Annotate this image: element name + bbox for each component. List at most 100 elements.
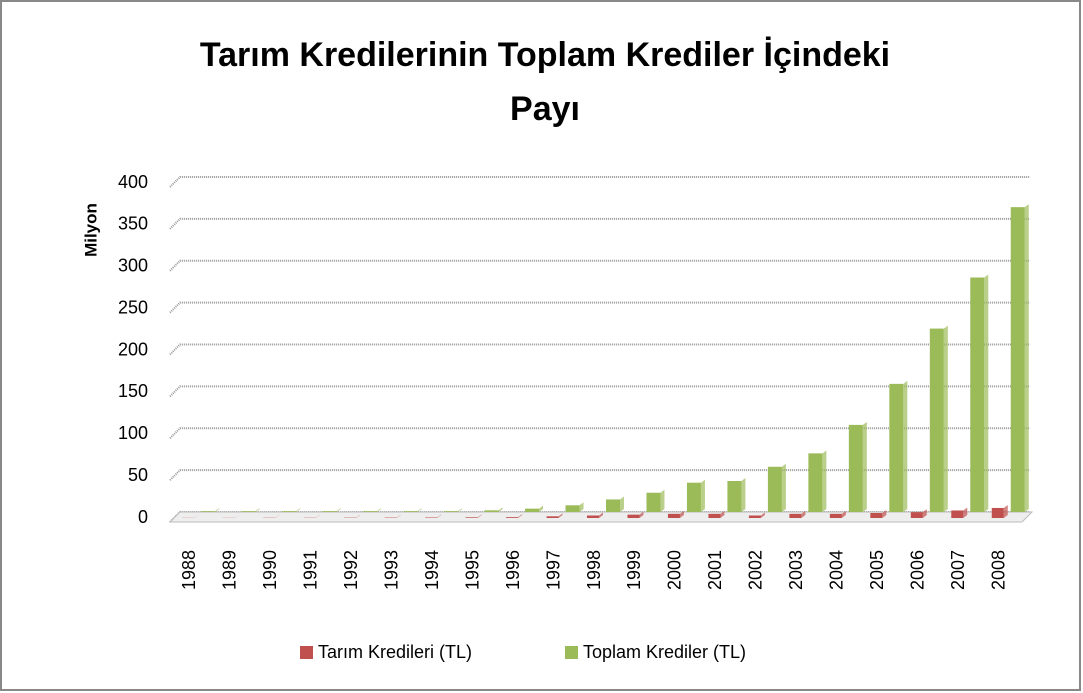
x-tick-label: 1991 — [300, 550, 320, 590]
bar — [991, 507, 1004, 518]
x-tick-label: 1994 — [422, 550, 442, 590]
bar-side — [822, 450, 827, 512]
bar-side — [498, 507, 503, 512]
x-tick-label: 1989 — [219, 550, 239, 590]
x-tick-label: 1993 — [381, 550, 401, 590]
bar — [565, 505, 580, 512]
bar-side — [620, 496, 624, 512]
bar — [889, 383, 904, 512]
bar — [767, 466, 782, 512]
bar-side — [377, 508, 382, 512]
bar-side — [679, 510, 684, 518]
bar-side — [801, 510, 806, 518]
x-tick-label: 2007 — [948, 550, 968, 590]
bar-side — [518, 514, 523, 518]
bar — [686, 482, 701, 512]
bar-side — [943, 325, 948, 512]
grid-line — [169, 385, 1030, 398]
bar — [727, 481, 742, 512]
bar-side — [396, 514, 401, 518]
bar-side — [862, 421, 867, 512]
bar-side — [700, 479, 705, 512]
bar — [606, 499, 620, 512]
y-tick-label: 350 — [118, 214, 148, 234]
bar-side — [539, 505, 544, 512]
bar — [646, 492, 661, 512]
bar-side — [1024, 204, 1029, 512]
bar-side — [599, 512, 603, 518]
bar — [587, 515, 599, 518]
bar — [425, 517, 438, 518]
x-tick-label: 1992 — [341, 550, 361, 590]
bar — [525, 508, 540, 512]
bar — [201, 511, 216, 512]
bar — [910, 512, 923, 518]
grid-line — [169, 343, 1030, 356]
bar — [848, 424, 863, 512]
x-tick-label: 1998 — [584, 550, 604, 590]
bar — [546, 516, 559, 518]
floor — [168, 511, 1034, 523]
bar — [951, 510, 964, 518]
bar — [708, 513, 721, 518]
x-tick-label: 1996 — [503, 550, 523, 590]
grid-line — [169, 427, 1030, 439]
bar-side — [437, 514, 442, 518]
bar-side — [356, 514, 361, 518]
bar — [929, 328, 944, 512]
bar-side — [984, 274, 989, 512]
bar — [363, 511, 378, 512]
bar-side — [558, 513, 563, 518]
bar — [506, 517, 519, 518]
bar-side — [215, 508, 220, 512]
x-tick-label: 2001 — [705, 550, 725, 590]
bar-side — [336, 508, 341, 512]
legend-swatch — [565, 646, 578, 659]
y-tick-label: 150 — [118, 381, 148, 401]
bar — [970, 277, 985, 512]
grid-line — [169, 301, 1030, 314]
bar-side — [922, 509, 927, 518]
x-tick-label: 2006 — [908, 550, 928, 590]
x-tick-label: 2008 — [989, 550, 1009, 590]
bar — [870, 512, 883, 518]
grid-line — [169, 217, 1030, 230]
bar-side — [417, 508, 422, 512]
bar — [748, 515, 761, 518]
bar-side — [296, 508, 301, 512]
y-tick-label: 100 — [118, 423, 148, 443]
bar-side — [720, 510, 725, 518]
bar-side — [194, 514, 199, 518]
y-tick-label: 200 — [118, 339, 148, 359]
grid-line — [169, 176, 1030, 188]
x-tick-label: 1997 — [543, 550, 563, 590]
bar — [403, 511, 418, 512]
bar-side — [639, 511, 644, 518]
bar-side — [963, 507, 968, 518]
x-tick-label: 2005 — [867, 550, 887, 590]
grid-line — [169, 259, 1030, 272]
bar-side — [882, 509, 887, 518]
bar-side — [234, 514, 239, 518]
chart-title: Tarım Kredilerinin Toplam Krediler İçind… — [200, 36, 890, 128]
bar-side — [660, 489, 665, 512]
bar-side — [760, 512, 765, 518]
bar — [789, 513, 802, 518]
y-tick-label: 0 — [138, 507, 148, 527]
bar — [667, 513, 680, 518]
x-tick-label: 2003 — [786, 550, 806, 590]
x-tick-label: 2000 — [665, 550, 685, 590]
bar — [484, 510, 499, 512]
y-axis-label: Milyon — [81, 203, 100, 257]
bar-side — [903, 380, 908, 512]
bar — [282, 511, 297, 512]
bar-side — [781, 463, 786, 512]
x-tick-label: 2002 — [746, 550, 766, 590]
legend-swatch — [300, 646, 313, 659]
bar-side — [255, 508, 260, 512]
bar — [322, 511, 337, 512]
bar — [465, 517, 478, 518]
legend-label: Tarım Kredileri (TL) — [318, 642, 472, 662]
y-tick-label: 50 — [128, 465, 148, 485]
